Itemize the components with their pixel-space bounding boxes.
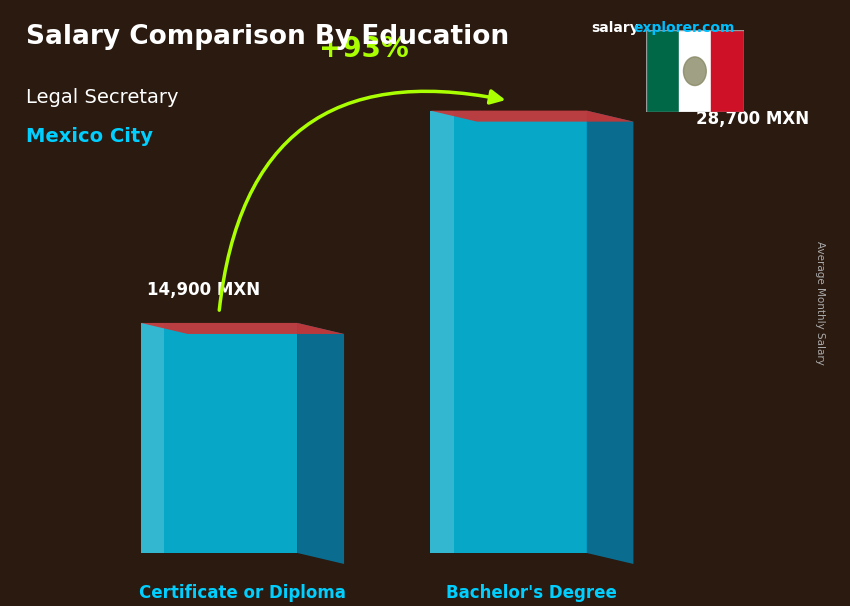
Text: Mexico City: Mexico City xyxy=(26,127,152,146)
Text: Legal Secretary: Legal Secretary xyxy=(26,88,178,107)
Polygon shape xyxy=(141,323,298,553)
Bar xyxy=(711,30,744,112)
Text: 28,700 MXN: 28,700 MXN xyxy=(696,110,809,128)
Polygon shape xyxy=(430,110,633,122)
Text: Salary Comparison By Education: Salary Comparison By Education xyxy=(26,24,508,50)
Text: 14,900 MXN: 14,900 MXN xyxy=(147,281,260,299)
Text: Average Monthly Salary: Average Monthly Salary xyxy=(815,241,825,365)
Polygon shape xyxy=(430,110,586,553)
Text: Bachelor's Degree: Bachelor's Degree xyxy=(446,584,617,602)
Polygon shape xyxy=(586,110,633,564)
Bar xyxy=(678,30,711,112)
Bar xyxy=(646,30,678,112)
Text: salary: salary xyxy=(591,21,638,35)
Text: explorer.com: explorer.com xyxy=(633,21,734,35)
Circle shape xyxy=(683,57,706,85)
Polygon shape xyxy=(298,323,344,564)
Text: Certificate or Diploma: Certificate or Diploma xyxy=(139,584,346,602)
Text: +93%: +93% xyxy=(319,35,409,62)
Polygon shape xyxy=(141,323,164,553)
Polygon shape xyxy=(430,110,454,553)
Polygon shape xyxy=(141,323,344,334)
